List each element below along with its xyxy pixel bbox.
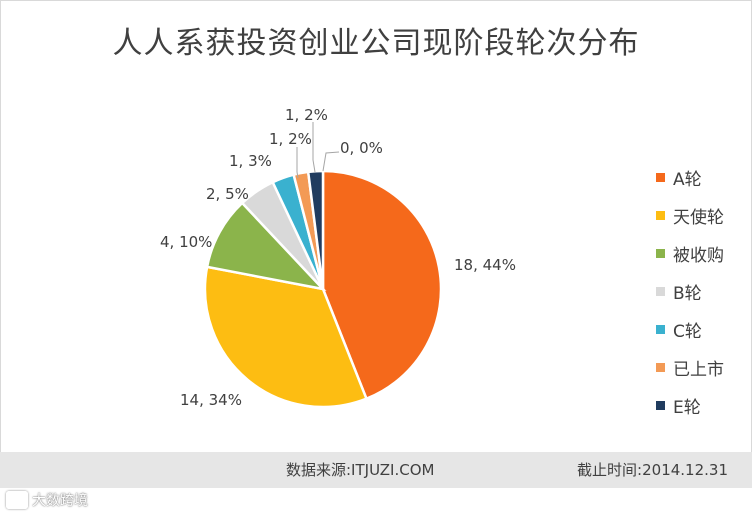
legend-swatch-6 — [656, 400, 665, 410]
leader-line-5 — [296, 147, 299, 179]
legend-swatch-2 — [656, 248, 665, 258]
pie-chart: 18, 44% 14, 34% 4, 10% 2, 5% 1, 3% 1, 2% 1, 2%… — [160, 106, 516, 409]
legend-label-3: B轮 — [673, 283, 702, 304]
pie-slice-1 — [203, 265, 369, 409]
legend-swatch-0 — [656, 172, 665, 182]
legend-item-3: B轮 — [656, 272, 748, 310]
footer-bar — [0, 452, 752, 488]
legend-swatch-5 — [656, 362, 665, 372]
source-note: 数据来源:ITJUZI.COM — [286, 461, 435, 479]
legend-label-5: 已上市 — [673, 359, 724, 380]
chart-title: 人人系获投资创业公司现阶段轮次分布 — [112, 26, 640, 61]
data-label-4: 1, 3% — [229, 152, 272, 170]
legend-item-6: E轮 — [656, 386, 748, 424]
legend-item-4: C轮 — [656, 310, 748, 348]
data-label-5: 1, 2% — [269, 130, 312, 148]
legend-swatch-4 — [656, 324, 665, 334]
data-label-0: 18, 44% — [454, 256, 516, 274]
date-note: 截止时间:2014.12.31 — [577, 461, 728, 479]
data-label-6: 1, 2% — [285, 106, 328, 124]
legend-item-5: 已上市 — [656, 348, 748, 386]
leader-line-6 — [312, 122, 316, 173]
data-label-7: 0, 0% — [340, 139, 383, 157]
data-label-1: 14, 34% — [180, 391, 242, 409]
pie-slice-6 — [306, 169, 325, 290]
legend-label-4: C轮 — [673, 321, 702, 342]
legend-swatch-1 — [656, 210, 665, 220]
pie-slice-0 — [321, 169, 443, 401]
data-label-2: 4, 10% — [160, 233, 212, 251]
legend-item-1: 天使轮 — [656, 196, 748, 234]
legend-item-0: A轮 — [656, 158, 748, 196]
legend-swatch-3 — [656, 286, 665, 296]
legend-label-1: 天使轮 — [673, 207, 724, 228]
legend: A轮天使轮被收购 B轮 C轮已上市 E轮 — [656, 158, 748, 424]
legend-label-2: 被收购 — [673, 245, 724, 266]
watermark-text: 大数跨境 — [32, 493, 88, 509]
data-label-3: 2, 5% — [206, 185, 249, 203]
leader-line-7 — [322, 151, 340, 172]
watermark: 大数跨境 — [6, 490, 88, 510]
watermark-logo-icon — [6, 491, 28, 509]
legend-label-6: E轮 — [673, 397, 701, 418]
legend-label-0: A轮 — [673, 169, 702, 190]
pie-slice-2 — [205, 201, 327, 291]
legend-item-2: 被收购 — [656, 234, 748, 272]
